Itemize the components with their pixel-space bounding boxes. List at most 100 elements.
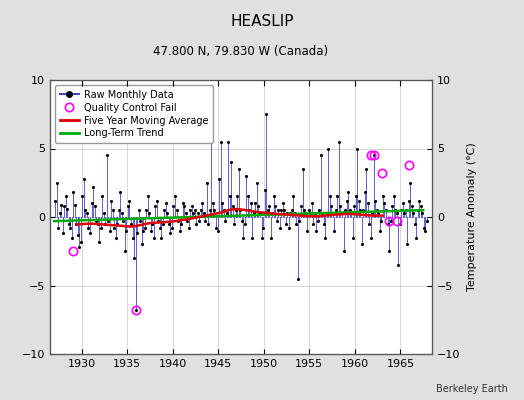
Point (212, 225, 220, 231)
Point (341, 207, 349, 213)
Point (245, 207, 254, 213)
Point (289, 193, 298, 200)
Point (165, 221, 173, 227)
Point (417, 203, 425, 209)
Point (265, 203, 274, 209)
Point (77, 238, 85, 245)
Point (300, 207, 308, 213)
Point (136, 218, 144, 224)
Point (130, 255, 138, 261)
Point (157, 234, 166, 241)
Point (362, 166, 370, 172)
Point (92, 218, 100, 224)
Point (256, 210, 264, 216)
Point (213, 228, 222, 234)
Point (74, 232, 82, 238)
Point (306, 210, 314, 216)
Point (384, 221, 392, 227)
Point (313, 218, 322, 224)
Point (359, 207, 367, 213)
Point (127, 221, 135, 227)
Point (262, 111, 270, 118)
Text: Berkeley Earth: Berkeley Earth (436, 384, 508, 394)
Point (298, 166, 307, 172)
Point (373, 207, 381, 213)
Point (168, 225, 176, 231)
Point (195, 218, 203, 224)
Point (133, 230, 141, 237)
Point (392, 210, 401, 216)
Point (386, 218, 395, 224)
Point (154, 218, 162, 224)
Point (247, 200, 255, 206)
Point (181, 210, 190, 216)
Point (397, 207, 406, 213)
Point (268, 210, 276, 216)
Point (178, 200, 187, 206)
Point (348, 234, 357, 241)
Point (296, 218, 304, 224)
Point (59, 230, 67, 237)
Point (68, 234, 76, 241)
Point (235, 166, 243, 172)
Point (222, 210, 231, 216)
Point (388, 203, 396, 209)
Point (100, 210, 108, 216)
Point (294, 276, 302, 282)
Point (369, 152, 378, 158)
Point (399, 200, 407, 206)
Point (88, 200, 96, 206)
Point (320, 221, 328, 227)
Point (279, 200, 287, 206)
Point (176, 228, 184, 234)
Point (242, 173, 250, 179)
Point (216, 138, 225, 145)
Point (310, 210, 319, 216)
Point (405, 197, 413, 204)
Point (355, 197, 363, 204)
Point (104, 218, 113, 224)
Point (142, 207, 150, 213)
Point (325, 193, 334, 200)
Point (271, 203, 279, 209)
Point (218, 200, 226, 206)
Point (233, 193, 242, 200)
Point (192, 221, 201, 227)
Point (113, 221, 122, 227)
Point (159, 221, 167, 227)
Point (408, 203, 416, 209)
Point (280, 207, 289, 213)
Point (107, 197, 115, 204)
Point (274, 207, 282, 213)
Point (86, 230, 94, 237)
Point (250, 210, 258, 216)
Point (374, 210, 383, 216)
Point (411, 221, 419, 227)
Point (332, 207, 340, 213)
Point (406, 180, 414, 186)
Point (118, 210, 126, 216)
Point (277, 207, 286, 213)
Point (63, 206, 71, 212)
Point (330, 228, 339, 234)
Point (225, 193, 234, 200)
Point (237, 218, 246, 224)
Point (396, 221, 404, 227)
Point (200, 210, 208, 216)
Point (56, 210, 64, 216)
Legend: Raw Monthly Data, Quality Control Fail, Five Year Moving Average, Long-Term Tren: Raw Monthly Data, Quality Control Fail, … (54, 85, 213, 143)
Point (116, 189, 125, 196)
Point (365, 221, 374, 227)
Point (356, 207, 364, 213)
Point (335, 138, 343, 145)
Point (272, 218, 281, 224)
Point (418, 210, 427, 216)
Point (333, 193, 342, 200)
Point (291, 210, 299, 216)
Point (269, 193, 278, 200)
Point (252, 200, 260, 206)
Point (188, 203, 196, 209)
Point (338, 210, 346, 216)
Point (301, 210, 310, 216)
Point (80, 176, 88, 182)
